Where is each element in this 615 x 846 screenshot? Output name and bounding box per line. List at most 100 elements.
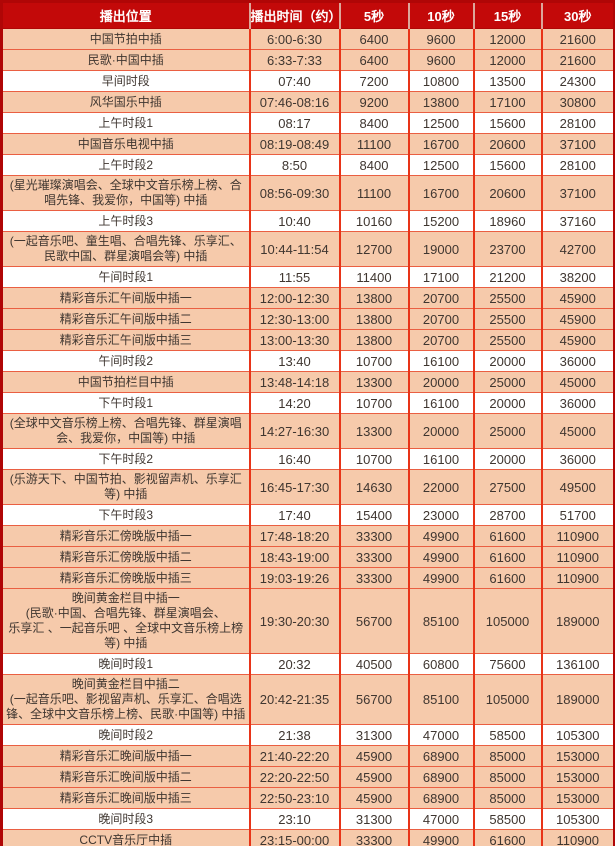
- price-10s-cell: 22000: [407, 469, 474, 505]
- price-15s-cell: 25500: [472, 329, 542, 351]
- price-10s-cell: 20000: [407, 371, 474, 393]
- price-5s-cell: 15400: [338, 504, 409, 526]
- price-30s-cell: 42700: [540, 231, 615, 267]
- price-10s-cell: 85100: [407, 674, 474, 725]
- price-5s-cell: 6400: [338, 28, 409, 50]
- position-cell: 晚间黄金栏目中插二 (一起音乐吧、影视留声机、乐享汇、合唱选 锋、全球中文音乐榜…: [1, 674, 250, 725]
- price-30s-cell: 30800: [540, 91, 615, 113]
- price-15s-cell: 20600: [472, 175, 542, 211]
- time-cell: 12:00-12:30: [248, 287, 340, 309]
- price-10s-cell: 23000: [407, 504, 474, 526]
- price-30s-cell: 24300: [540, 70, 615, 92]
- price-15s-cell: 20600: [472, 133, 542, 155]
- time-cell: 22:50-23:10: [248, 787, 340, 809]
- price-15s-cell: 13500: [472, 70, 542, 92]
- price-5s-cell: 31300: [338, 724, 409, 746]
- price-5s-cell: 10160: [338, 210, 409, 232]
- price-15s-cell: 61600: [472, 829, 542, 846]
- position-cell: 精彩音乐汇傍晚版中插三: [1, 567, 250, 589]
- time-cell: 14:20: [248, 392, 340, 414]
- price-10s-cell: 20000: [407, 413, 474, 449]
- time-cell: 08:19-08:49: [248, 133, 340, 155]
- price-30s-cell: 110900: [540, 829, 615, 846]
- price-30s-cell: 37100: [540, 175, 615, 211]
- time-cell: 08:56-09:30: [248, 175, 340, 211]
- price-15s-cell: 61600: [472, 567, 542, 589]
- price-5s-cell: 13800: [338, 329, 409, 351]
- price-5s-cell: 10700: [338, 392, 409, 414]
- col-header-5s: 5秒: [338, 1, 409, 29]
- time-cell: 22:20-22:50: [248, 766, 340, 788]
- header-row: 播出位置 播出时间（约） 5秒 10秒 15秒 30秒: [1, 1, 615, 29]
- price-30s-cell: 45900: [540, 287, 615, 309]
- time-cell: 14:27-16:30: [248, 413, 340, 449]
- price-10s-cell: 16100: [407, 448, 474, 470]
- price-15s-cell: 25000: [472, 371, 542, 393]
- price-10s-cell: 20700: [407, 287, 474, 309]
- table-row: 中国节拍中插 6:00-6:30 6400 9600 12000 21600: [1, 28, 615, 50]
- price-15s-cell: 85000: [472, 787, 542, 809]
- price-10s-cell: 9600: [407, 49, 474, 71]
- time-cell: 11:55: [248, 266, 340, 288]
- price-5s-cell: 33300: [338, 829, 409, 846]
- position-cell: 下午时段3: [1, 504, 250, 526]
- price-15s-cell: 18960: [472, 210, 542, 232]
- price-30s-cell: 110900: [540, 546, 615, 568]
- price-30s-cell: 105300: [540, 808, 615, 830]
- position-cell: 中国节拍栏目中插: [1, 371, 250, 393]
- time-cell: 17:40: [248, 504, 340, 526]
- price-15s-cell: 20000: [472, 448, 542, 470]
- table-row: 民歌·中国中插 6:33-7:33 6400 9600 12000 21600: [1, 49, 615, 71]
- price-15s-cell: 27500: [472, 469, 542, 505]
- price-15s-cell: 25500: [472, 308, 542, 330]
- price-30s-cell: 36000: [540, 350, 615, 372]
- price-5s-cell: 56700: [338, 674, 409, 725]
- price-10s-cell: 85100: [407, 588, 474, 654]
- time-cell: 20:32: [248, 653, 340, 675]
- position-cell: 上午时段3: [1, 210, 250, 232]
- price-5s-cell: 12700: [338, 231, 409, 267]
- price-15s-cell: 75600: [472, 653, 542, 675]
- time-cell: 12:30-13:00: [248, 308, 340, 330]
- price-10s-cell: 16100: [407, 392, 474, 414]
- price-5s-cell: 8400: [338, 154, 409, 176]
- price-15s-cell: 21200: [472, 266, 542, 288]
- position-cell: 晚间时段1: [1, 653, 250, 675]
- price-5s-cell: 13800: [338, 287, 409, 309]
- price-5s-cell: 56700: [338, 588, 409, 654]
- price-5s-cell: 6400: [338, 49, 409, 71]
- table-row: 精彩音乐汇傍晚版中插三 19:03-19:26 33300 49900 61600 110…: [1, 567, 615, 589]
- time-cell: 07:40: [248, 70, 340, 92]
- col-header-30s: 30秒: [540, 1, 615, 29]
- time-cell: 13:40: [248, 350, 340, 372]
- time-cell: 16:45-17:30: [248, 469, 340, 505]
- price-10s-cell: 68900: [407, 766, 474, 788]
- price-10s-cell: 49900: [407, 567, 474, 589]
- table-row: 上午时段3 10:40 10160 15200 18960 37160: [1, 210, 615, 232]
- price-10s-cell: 49900: [407, 829, 474, 846]
- position-cell: 精彩音乐汇午间版中插三: [1, 329, 250, 351]
- price-30s-cell: 36000: [540, 448, 615, 470]
- table-row: 精彩音乐汇晚间版中插二 22:20-22:50 45900 68900 85000 153…: [1, 766, 615, 788]
- price-10s-cell: 9600: [407, 28, 474, 50]
- col-header-time: 播出时间（约）: [248, 1, 340, 29]
- price-5s-cell: 40500: [338, 653, 409, 675]
- position-cell: 上午时段2: [1, 154, 250, 176]
- price-10s-cell: 16100: [407, 350, 474, 372]
- price-15s-cell: 20000: [472, 392, 542, 414]
- table-row: CCTV音乐厅中插 23:15-00:00 33300 49900 61600 11090…: [1, 829, 615, 846]
- time-cell: 21:40-22:20: [248, 745, 340, 767]
- price-5s-cell: 10700: [338, 448, 409, 470]
- price-30s-cell: 110900: [540, 567, 615, 589]
- position-cell: 精彩音乐汇午间版中插二: [1, 308, 250, 330]
- price-15s-cell: 85000: [472, 766, 542, 788]
- table-row: 上午时段1 08:17 8400 12500 15600 28100: [1, 112, 615, 134]
- price-30s-cell: 153000: [540, 745, 615, 767]
- table-row: 精彩音乐汇傍晚版中插二 18:43-19:00 33300 49900 61600 110…: [1, 546, 615, 568]
- position-cell: 精彩音乐汇傍晚版中插二: [1, 546, 250, 568]
- table-row: 晚间时段2 21:38 31300 47000 58500 105300: [1, 724, 615, 746]
- position-cell: 精彩音乐汇傍晚版中插一: [1, 525, 250, 547]
- price-30s-cell: 36000: [540, 392, 615, 414]
- price-5s-cell: 45900: [338, 745, 409, 767]
